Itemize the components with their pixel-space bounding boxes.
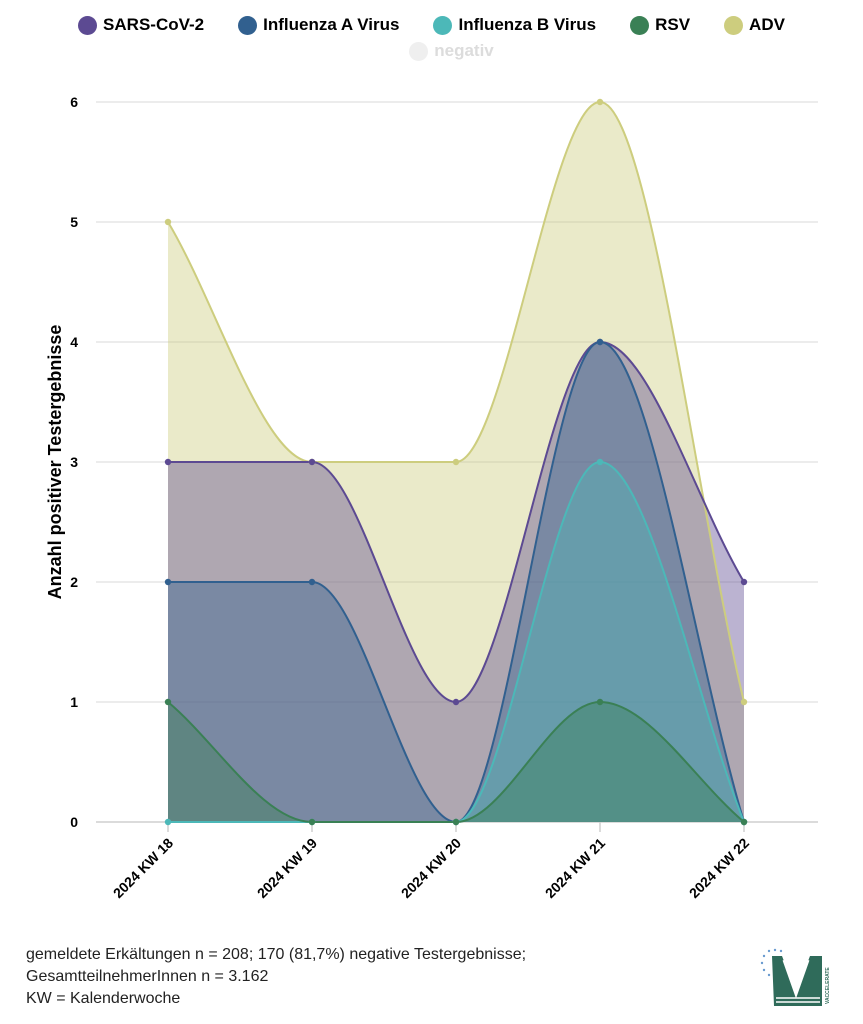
y-tick-label-5: 5 <box>70 214 78 230</box>
legend-swatch-influenza-b <box>433 15 453 35</box>
legend-swatch-sars-cov-2 <box>78 15 98 35</box>
legend-row-2: negativ <box>0 40 863 62</box>
x-tick-label-0: 2024 KW 18 <box>110 835 176 901</box>
point-influenza-a-virus-0 <box>164 578 172 586</box>
point-influenza-b-virus-0 <box>164 818 172 826</box>
point-sars-cov-2-0 <box>164 458 172 466</box>
point-adv-4 <box>740 698 748 706</box>
x-tick-label-1: 2024 KW 19 <box>254 835 320 901</box>
point-adv-3 <box>596 98 604 106</box>
chart-legend: SARS-CoV-2 Influenza A Virus Influenza B… <box>0 10 863 62</box>
line-rsv <box>167 700 745 824</box>
x-tick-label-4: 2024 KW 22 <box>686 835 752 901</box>
point-layer <box>164 98 748 826</box>
y-axis-ticks: 0 1 2 3 4 5 6 <box>70 94 78 830</box>
legend-row-1: SARS-CoV-2 Influenza A Virus Influenza B… <box>0 10 863 40</box>
logo-mark <box>772 956 822 1006</box>
logo-text: VACCELERATE <box>825 967 831 1004</box>
point-sars-cov-2-1 <box>308 458 316 466</box>
x-tick-label-2: 2024 KW 20 <box>398 835 464 901</box>
point-adv-2 <box>452 458 460 466</box>
legend-item-rsv[interactable]: RSV <box>630 15 690 35</box>
footnote-line-3: KW = Kalenderwoche <box>26 990 181 1007</box>
area-influenza-b-virus <box>168 462 744 822</box>
point-rsv-2 <box>452 818 460 826</box>
x-tick-label-3: 2024 KW 21 <box>542 835 608 901</box>
legend-item-negativ[interactable]: negativ <box>409 41 494 61</box>
y-tick-label-3: 3 <box>70 454 78 470</box>
line-adv <box>167 100 745 703</box>
legend-label-influenza-b: Influenza B Virus <box>458 15 597 34</box>
legend-item-adv[interactable]: ADV <box>724 15 785 35</box>
legend-label-adv: ADV <box>749 15 785 34</box>
point-rsv-3 <box>596 698 604 706</box>
x-axis-ticks: 2024 KW 18 2024 KW 19 2024 KW 20 2024 KW 21… <box>110 835 752 901</box>
legend-item-sars-cov-2[interactable]: SARS-CoV-2 <box>78 15 204 35</box>
footnote: gemeldete Erkältungen n = 208; 170 (81,7… <box>26 944 526 1010</box>
point-rsv-0 <box>164 698 172 706</box>
vaccelerate-logo: VACCELERATE <box>760 948 831 1006</box>
y-axis-label: Anzahl positiver Testergebnisse <box>45 325 65 600</box>
y-tick-label-6: 6 <box>70 94 78 110</box>
point-rsv-4 <box>740 818 748 826</box>
point-influenza-b-virus-3 <box>596 458 604 466</box>
point-rsv-1 <box>308 818 316 826</box>
legend-item-influenza-a[interactable]: Influenza A Virus <box>238 15 399 35</box>
area-rsv <box>168 702 744 822</box>
y-tick-label-1: 1 <box>70 694 78 710</box>
footnote-line-2: GesamtteilnehmerInnen n = 3.162 <box>26 968 269 985</box>
legend-swatch-rsv <box>630 15 650 35</box>
legend-label-rsv: RSV <box>655 15 691 34</box>
legend-label-negativ: negativ <box>434 41 494 60</box>
y-tick-label-4: 4 <box>70 334 78 350</box>
logo-stars <box>760 948 783 977</box>
point-sars-cov-2-4 <box>740 578 748 586</box>
legend-label-sars-cov-2: SARS-CoV-2 <box>103 15 205 34</box>
y-tick-label-2: 2 <box>70 574 78 590</box>
point-adv-0 <box>164 218 172 226</box>
legend-swatch-negativ <box>409 41 429 61</box>
point-sars-cov-2-2 <box>452 698 460 706</box>
y-tick-label-0: 0 <box>70 814 78 830</box>
legend-swatch-adv <box>724 15 744 35</box>
legend-label-influenza-a: Influenza A Virus <box>263 15 400 34</box>
footnote-line-1: gemeldete Erkältungen n = 208; 170 (81,7… <box>26 946 527 963</box>
legend-swatch-influenza-a <box>238 15 258 35</box>
point-influenza-a-virus-1 <box>308 578 316 586</box>
legend-item-influenza-b[interactable]: Influenza B Virus <box>433 15 596 35</box>
point-influenza-a-virus-3 <box>596 338 604 346</box>
